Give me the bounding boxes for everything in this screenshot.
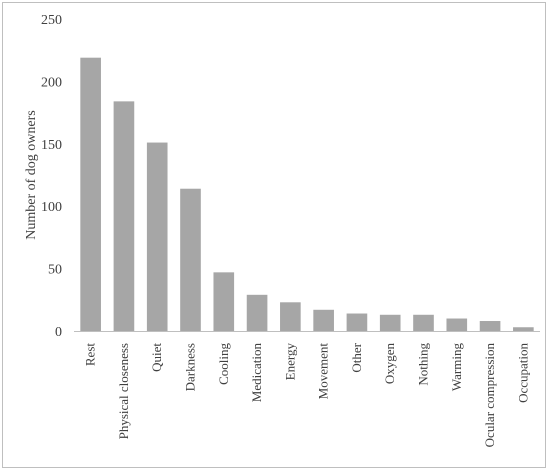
y-tick-label: 100 <box>41 200 62 215</box>
bar-other <box>346 313 368 331</box>
x-tick-label: Warming <box>449 343 464 392</box>
bar-occupation <box>513 327 534 331</box>
x-tick-label: Energy <box>282 343 297 381</box>
x-tick-label: Rest <box>83 343 98 367</box>
x-tick-label: Nothing <box>416 343 431 386</box>
x-tick-label: Occupation <box>515 343 530 403</box>
bars <box>80 57 534 332</box>
bar-cooling <box>213 272 235 331</box>
y-axis-label: Number of dog owners <box>24 110 39 239</box>
bar-quiet <box>146 142 168 331</box>
y-tick-label: 0 <box>55 325 62 340</box>
y-tick-label: 50 <box>48 263 62 278</box>
x-axis-category-labels: Rest Physical closeness Quiet Darkness Cooli… <box>83 342 531 447</box>
y-tick-label: 150 <box>41 138 62 153</box>
bar-warming <box>446 318 468 331</box>
x-tick-label: Darkness <box>183 343 198 391</box>
bar-energy <box>280 302 301 331</box>
bar-medication <box>246 294 268 331</box>
x-tick-label: Movement <box>316 343 331 400</box>
x-tick-label: Oxygen <box>382 343 397 385</box>
x-tick-label: Cooling <box>216 343 231 385</box>
bar-darkness <box>180 188 201 331</box>
bar-ocular-compression <box>479 321 501 331</box>
bar-physical-closeness <box>113 101 135 331</box>
x-tick-label: Quiet <box>149 343 164 372</box>
x-tick-label: Medication <box>249 343 264 403</box>
x-tick-label: Other <box>349 342 364 372</box>
y-axis-ticks: 0 50 100 150 200 250 <box>41 13 62 340</box>
bar-movement <box>313 309 334 331</box>
x-tick-label: Ocular compression <box>482 343 497 448</box>
bar-oxygen <box>379 314 401 331</box>
bar-nothing <box>413 314 434 331</box>
y-tick-label: 200 <box>41 75 62 90</box>
bar-rest <box>80 57 101 332</box>
x-tick-label: Physical closeness <box>116 343 131 439</box>
y-tick-label: 250 <box>41 13 62 28</box>
